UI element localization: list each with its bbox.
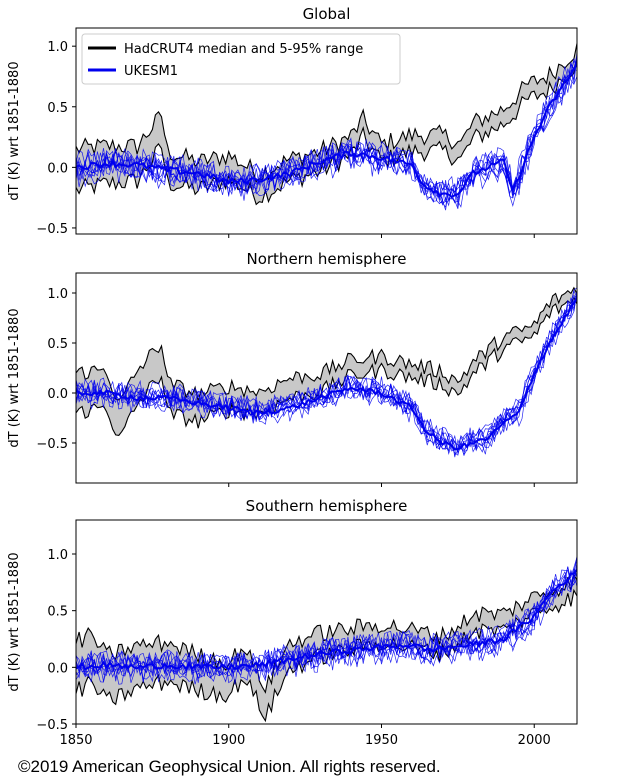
panel-title: Global <box>303 5 351 23</box>
y-tick-label: −0.5 <box>36 437 68 452</box>
ukesm1-ensemble-mean <box>76 296 577 451</box>
y-axis-label: dT (K) wrt 1851-1880 <box>7 552 22 691</box>
observed-upper-bound <box>76 286 577 402</box>
ukesm1-member-8 <box>76 568 577 683</box>
axes-frame <box>75 272 578 484</box>
legend-label-model: UKESM1 <box>124 64 178 79</box>
ukesm1-ensemble-mean <box>76 568 577 671</box>
ukesm1-member-2 <box>76 60 577 209</box>
ukesm1-member-6 <box>76 579 577 684</box>
copyright-notice: ©2019 American Geophysical Union. All ri… <box>18 757 441 776</box>
observed-lower-bound <box>76 296 577 436</box>
ukesm1-member-7 <box>76 574 577 685</box>
panel-2: −0.5 0.0 0.5 1.0 Northern hemisphere dT (K) w… <box>7 250 578 487</box>
observed-upper-bound <box>76 43 577 183</box>
y-tick-label: 1.0 <box>47 40 68 55</box>
y-tick-label: 0.0 <box>47 161 68 176</box>
panel-1: −0.5 0.0 0.5 1.0 Global dT (K) wrt 1851-1880 H… <box>7 5 578 238</box>
y-axis-label: dT (K) wrt 1851-1880 <box>7 61 22 200</box>
y-tick-label: 1.0 <box>47 287 68 302</box>
x-tick-label: 1900 <box>212 733 245 748</box>
ukesm1-member-9 <box>76 68 577 210</box>
x-tick-label: 1850 <box>59 733 92 748</box>
plot-area <box>76 286 577 458</box>
observed-range-band <box>76 287 577 436</box>
y-tick-label: 0.5 <box>47 605 68 620</box>
panel-title: Northern hemisphere <box>246 250 406 268</box>
ukesm1-member-8 <box>76 58 577 207</box>
axes-frame <box>75 27 578 235</box>
x-tick-label: 2000 <box>518 733 551 748</box>
plot-area <box>76 43 577 211</box>
ukesm1-member-6 <box>76 55 577 208</box>
plot-area <box>76 555 577 723</box>
y-tick-label: −0.5 <box>36 718 68 733</box>
y-axis-label: dT (K) wrt 1851-1880 <box>7 308 22 447</box>
legend: HadCRUT4 median and 5-95% range UKESM1 <box>81 33 401 85</box>
ukesm1-ensemble-mean <box>76 63 577 199</box>
y-tick-label: 0.0 <box>47 387 68 402</box>
y-tick-label: 0.5 <box>47 101 68 116</box>
legend-box <box>81 33 401 85</box>
legend-label-observed: HadCRUT4 median and 5-95% range <box>124 42 363 57</box>
observed-lower-bound <box>76 57 577 206</box>
ukesm1-member-8 <box>76 295 577 458</box>
x-tick-label: 1950 <box>365 733 398 748</box>
y-tick-label: 1.0 <box>47 548 68 563</box>
ukesm1-member-9 <box>76 557 577 677</box>
observed-range-band <box>76 574 577 721</box>
y-tick-label: −0.5 <box>36 222 68 237</box>
y-tick-label: 0.0 <box>47 661 68 676</box>
y-tick-label: 0.5 <box>47 337 68 352</box>
axes-frame <box>75 519 578 725</box>
panel-3: −0.5 0.0 0.5 1.0 1850 1900 1950 2000 Southern he… <box>7 497 578 748</box>
panel-title: Southern hemisphere <box>246 497 408 515</box>
